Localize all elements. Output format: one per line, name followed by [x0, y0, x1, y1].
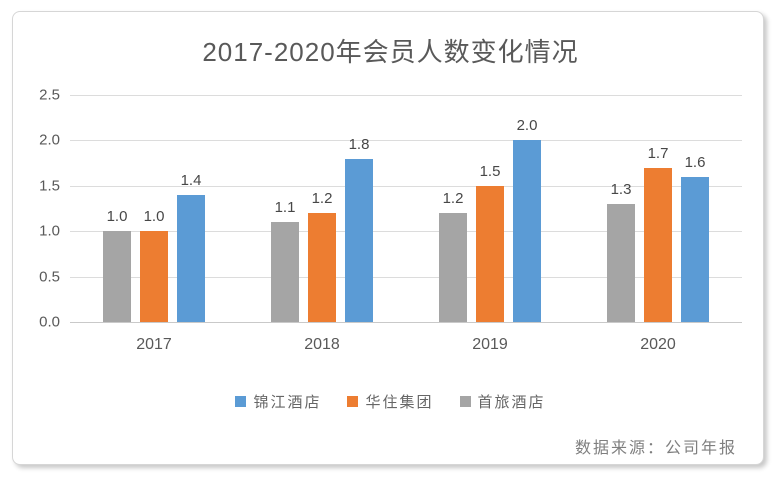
x-tick-label-2017: 2017: [136, 336, 172, 353]
gridline-0.5: [70, 276, 742, 278]
chart-frame: [12, 11, 764, 465]
y-tick-label: 1.5: [39, 177, 60, 195]
bar-value-label: 1.5: [479, 162, 501, 180]
bar-value-label: 1.0: [143, 208, 165, 226]
bar-华住集团-2019: [476, 185, 504, 322]
legend-label: 华住集团: [365, 394, 434, 411]
bar-锦江酒店-2019: [513, 140, 541, 322]
y-tick-label: 0.0: [39, 313, 60, 331]
bar-首旅酒店-2017: [103, 231, 131, 322]
bar-锦江酒店-2018: [345, 158, 373, 322]
bar-首旅酒店-2020: [607, 203, 635, 322]
plot-area: 1.0 1.0 1.4 1.1 1.2 1.8 1.2 1.5 2.0 1.3 1.7 1.6: [70, 95, 742, 323]
bar-锦江酒店-2020: [681, 176, 709, 322]
gridline-1.5: [70, 185, 742, 187]
bar-锦江酒店-2017: [177, 194, 205, 322]
x-tick-label-2020: 2020: [640, 336, 676, 353]
bar-value-label: 1.8: [348, 135, 370, 153]
chart-title: 2017-2020年会员人数变化情况: [202, 37, 579, 67]
y-tick-label: 2.0: [39, 131, 60, 149]
gridline-2.0: [70, 140, 742, 142]
bar-首旅酒店-2018: [271, 222, 299, 322]
legend-label: 锦江酒店: [253, 394, 322, 411]
y-tick-label: 2.5: [39, 86, 60, 104]
bar-首旅酒店-2019: [439, 213, 467, 322]
bar-value-label: 1.3: [610, 180, 632, 198]
bar-华住集团-2017: [140, 231, 168, 322]
legend: 锦江酒店 华住集团 首旅酒店: [0, 391, 781, 412]
bar-value-label: 2.0: [516, 117, 538, 135]
legend-item-华住集团: 华住集团: [347, 391, 433, 412]
bar-value-label: 1.1: [274, 199, 296, 217]
x-tick-label-2019: 2019: [472, 336, 508, 353]
bar-value-label: 1.4: [180, 171, 202, 189]
legend-swatch-icon: [347, 396, 359, 407]
bar-value-label: 1.2: [442, 190, 464, 208]
legend-swatch-icon: [459, 396, 471, 407]
x-tick-label-2018: 2018: [304, 336, 340, 353]
y-tick-label: 0.5: [39, 268, 60, 286]
gridline-2.5: [70, 95, 742, 96]
legend-label: 首旅酒店: [477, 394, 546, 411]
bar-value-label: 1.7: [647, 144, 669, 162]
bar-华住集团-2020: [644, 167, 672, 322]
bar-华住集团-2018: [308, 213, 336, 322]
legend-swatch-icon: [235, 396, 247, 407]
bar-value-label: 1.0: [106, 208, 128, 226]
source-note: 数据来源：公司年报: [574, 440, 737, 457]
legend-item-首旅酒店: 首旅酒店: [459, 391, 546, 412]
gridline-1.0: [70, 231, 742, 233]
legend-item-锦江酒店: 锦江酒店: [235, 391, 321, 412]
bar-value-label: 1.2: [311, 190, 333, 208]
y-tick-label: 1.0: [39, 222, 60, 240]
bar-value-label: 1.6: [684, 153, 706, 171]
